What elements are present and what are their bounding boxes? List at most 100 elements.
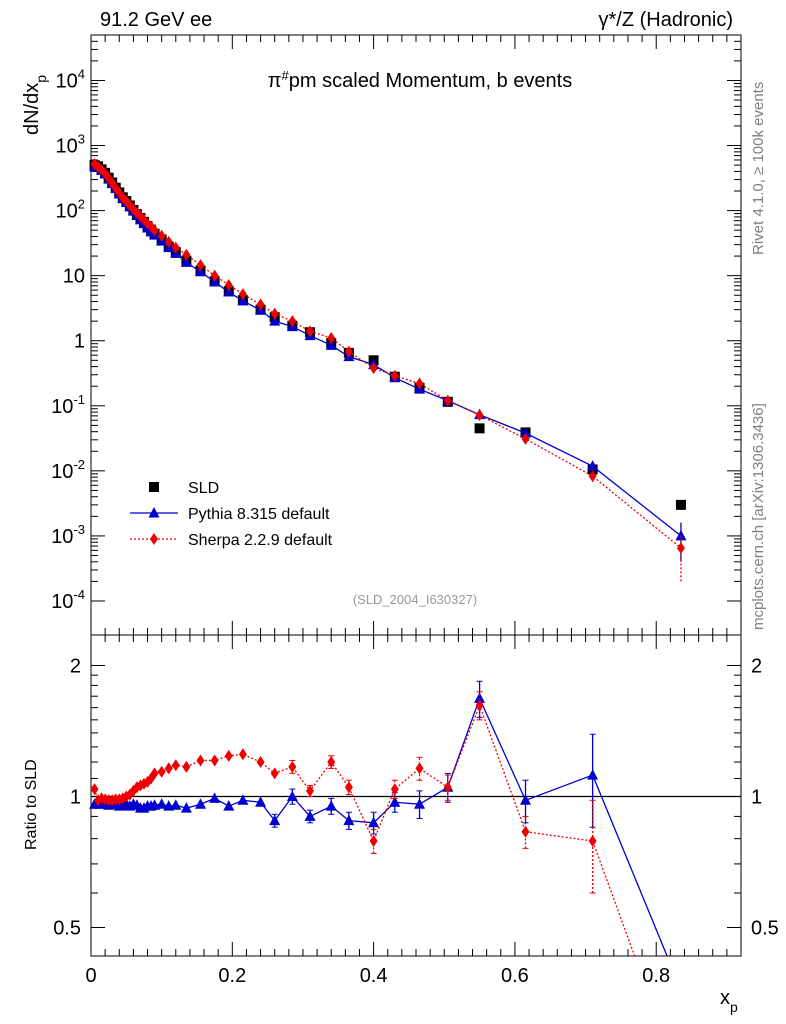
ratio-data-point [196,754,205,767]
title-sup: # [282,68,290,83]
data-point [344,345,353,358]
data-point [474,423,485,434]
title-base: π [268,70,282,92]
y-tick-label: 10-2 [51,457,85,483]
main-series-group [89,158,687,582]
x-tick-label: 0.4 [360,965,388,987]
data-point [182,248,191,261]
header-left: 91.2 GeV ee [100,9,212,31]
data-point [327,332,336,345]
data-point [256,298,265,311]
data-point [269,315,281,326]
data-point [157,229,166,242]
ratio-y-tick-label: 0.5 [53,917,81,939]
y-tick-exp: -3 [73,522,85,537]
ratio-data-point [325,800,337,811]
ratio-data-point [475,699,484,712]
y-tick-base: 1 [74,331,85,353]
ratio-data-point [306,784,315,797]
ratio-data-point [369,835,378,848]
title-rest: pm scaled Momentum, b events [289,70,572,92]
legend-marker [150,533,158,545]
data-point [675,499,686,510]
x-tick-label: 0.8 [642,965,670,987]
y-axis-label-main: dN/dx [21,83,43,135]
ratio-data-point [224,749,233,762]
data-point [675,529,687,541]
data-point [475,409,484,422]
y-tick-label: 10 [63,266,85,288]
y-tick-label: 10-4 [51,587,85,613]
y-tick-exp: 4 [78,66,85,81]
ratio-data-point [521,825,530,838]
data-point [270,307,279,320]
legend: SLD Pythia 8.315 default Sherpa 2.2.9 defa… [130,480,333,549]
y-tick-base: 10 [56,70,78,92]
ratio-series-diamond [90,691,636,957]
header-right: γ*/Z (Hadronic) [599,9,733,31]
ratio-y-tick-label-right: 1 [751,786,762,808]
ratio-data-point [238,748,247,761]
ratio-data-point [414,798,426,809]
legend-item: SLD [149,480,219,497]
data-point [210,269,219,282]
data-point [238,288,247,301]
ratio-data-point [209,792,221,803]
y-tick-label: 103 [56,132,85,158]
ratio-data-point [270,767,279,780]
data-point [415,377,424,390]
ratio-data-point [304,810,316,821]
ratio-data-point [150,767,159,780]
ratio-panel: 0.5 0.5 1 1 2 2 0 0.2 0.4 0.6 0.8 Ratio to SLD [23,634,779,987]
ratio-data-point [171,759,180,772]
data-point [150,224,159,237]
y-tick-label: 10-3 [51,522,85,548]
ratio-series-line [93,703,636,957]
data-point [390,369,399,382]
data-point [223,286,235,297]
data-point [164,235,173,248]
x-axis-label: xp [720,987,738,1015]
data-point [676,542,685,555]
data-point [588,470,597,483]
y-tick-base: 10 [51,461,73,483]
x-tick-label: 0.2 [218,965,246,987]
legend-label: SLD [188,480,219,497]
series-triangle [89,160,687,562]
data-point [325,339,337,350]
ratio-data-point [90,783,99,796]
legend-label: Sherpa 2.2.9 default [188,532,333,549]
data-point [443,394,452,407]
y-tick-base: 10 [51,591,73,613]
legend-item: Sherpa 2.2.9 default [130,532,333,549]
series-square [89,160,686,510]
ratio-series-triangle [89,680,668,957]
y-tick-base: 10 [56,201,78,223]
ratio-data-point [157,765,166,778]
ratio-data-point [164,762,173,775]
ratio-data-point [288,760,297,773]
y-axis-label: dN/dxp [21,75,49,135]
ratio-data-point [443,781,452,794]
series-diamond [90,158,685,582]
legend-marker [148,507,160,518]
ratio-axis-ticks: 0.5 0.5 1 1 2 2 0 0.2 0.4 0.6 0.8 [53,635,779,987]
ratio-data-point [237,794,249,805]
y-tick-label: 10-1 [51,392,85,418]
ratio-data-point [223,800,235,811]
y-tick-exp: 3 [78,132,85,147]
data-point [521,432,530,445]
y-tick-base: 10 [51,396,73,418]
ratio-data-point [415,762,424,775]
ratio-data-point [587,769,599,780]
y-tick-exp: -4 [73,587,85,602]
data-point [520,427,532,438]
ratio-data-point [195,798,207,809]
y-tick-base: 10 [56,136,78,158]
ratio-data-point [344,781,353,794]
ratio-y-tick-label-right: 2 [751,655,762,677]
data-point [587,460,599,471]
